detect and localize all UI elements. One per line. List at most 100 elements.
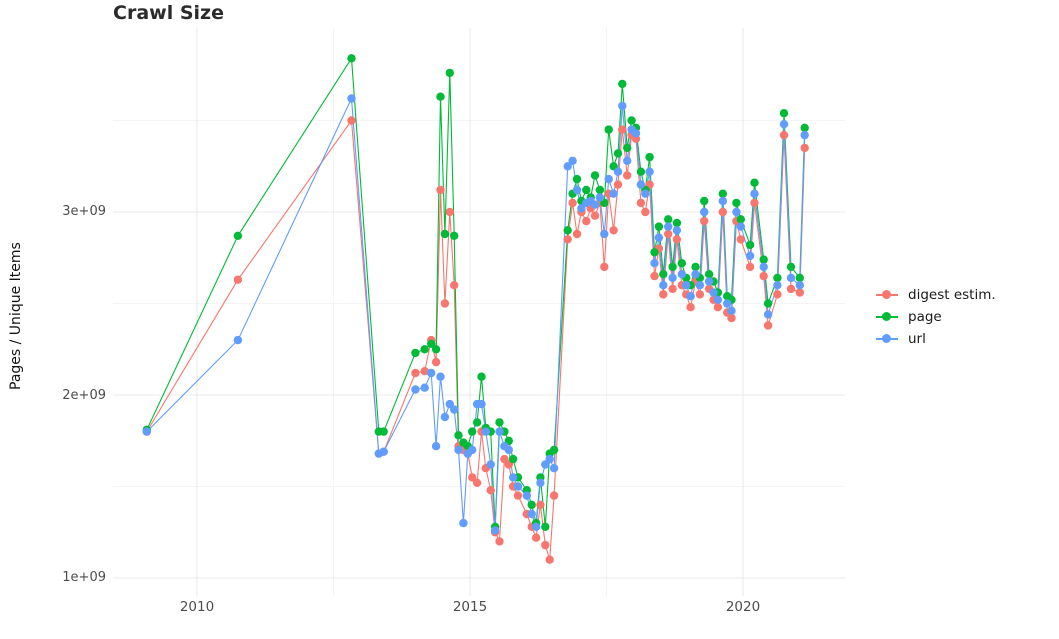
- data-point: [641, 207, 650, 217]
- data-point: [623, 143, 632, 153]
- data-point: [745, 262, 755, 272]
- data-point: [713, 295, 723, 304]
- data-point: [379, 427, 388, 436]
- data-point: [773, 273, 782, 283]
- data-point: [759, 255, 768, 264]
- data-point: [427, 368, 436, 378]
- legend-label-digest: digest estim.: [908, 286, 996, 303]
- data-point: [659, 281, 668, 290]
- data-point: [618, 79, 627, 89]
- y-axis-label: Pages / Unique Items: [8, 242, 24, 390]
- data-point: [650, 271, 659, 281]
- data-point: [668, 262, 677, 272]
- data-point: [436, 372, 445, 381]
- data-point: [636, 198, 646, 208]
- legend-marker-url-icon: [876, 334, 898, 343]
- data-point: [568, 156, 577, 165]
- data-point: [736, 215, 745, 224]
- data-point: [645, 167, 654, 176]
- data-point: [727, 306, 736, 315]
- data-point: [700, 216, 709, 226]
- data-point: [549, 464, 559, 473]
- data-point: [700, 196, 709, 206]
- data-point: [609, 226, 618, 235]
- data-point: [445, 68, 454, 78]
- data-point: [604, 174, 613, 184]
- data-point: [732, 207, 741, 217]
- data-point: [233, 231, 243, 240]
- data-point: [527, 509, 536, 519]
- legend-item-url: url: [876, 331, 996, 347]
- data-point: [549, 445, 559, 455]
- data-point: [454, 431, 463, 440]
- data-point: [795, 281, 804, 290]
- data-point: [595, 193, 605, 202]
- data-point: [513, 491, 523, 500]
- data-point: [672, 235, 682, 244]
- data-point: [704, 270, 714, 279]
- series-line-url: [146, 96, 806, 531]
- data-point: [779, 109, 789, 118]
- data-point: [773, 290, 782, 299]
- data-point: [672, 218, 682, 228]
- legend-marker-digest-icon: [876, 290, 898, 299]
- data-point: [436, 92, 445, 101]
- data-point: [795, 288, 804, 297]
- data-point: [468, 445, 477, 455]
- data-point: [618, 101, 627, 111]
- data-point: [627, 116, 636, 125]
- data-point: [411, 348, 420, 358]
- data-point: [650, 259, 659, 268]
- data-point: [549, 491, 559, 500]
- data-point: [677, 259, 686, 268]
- data-point: [568, 198, 577, 208]
- data-point: [495, 418, 504, 427]
- data-point: [677, 270, 686, 279]
- data-point: [786, 284, 796, 294]
- legend-item-digest: digest estim.: [876, 286, 996, 303]
- data-point: [664, 229, 673, 239]
- data-point: [427, 339, 436, 348]
- series-line-digest-estim-: [146, 118, 806, 560]
- data-point: [800, 143, 809, 153]
- data-point: [727, 313, 736, 323]
- x-tick-2010: 2010: [179, 599, 215, 615]
- data-point: [563, 226, 572, 235]
- data-point: [613, 167, 623, 176]
- data-point: [654, 222, 664, 231]
- data-point: [572, 185, 582, 195]
- data-point: [732, 198, 741, 208]
- data-point: [450, 405, 459, 414]
- data-point: [233, 275, 243, 284]
- data-point: [686, 303, 695, 312]
- legend: digest estim. page url: [876, 286, 996, 347]
- data-point: [718, 196, 727, 206]
- data-point: [750, 189, 759, 198]
- data-point: [445, 207, 454, 217]
- y-tick-3e09: 3e+09: [62, 204, 106, 219]
- y-tick-1e09: 1e+09: [62, 570, 106, 585]
- data-point: [481, 427, 490, 436]
- data-point: [659, 290, 668, 299]
- data-point: [600, 262, 609, 272]
- data-point: [750, 178, 759, 187]
- data-point: [736, 222, 745, 231]
- data-point: [750, 198, 759, 208]
- data-point: [779, 120, 789, 129]
- legend-marker-page-icon: [876, 312, 898, 321]
- data-point: [736, 235, 745, 244]
- data-point: [508, 454, 518, 464]
- data-point: [577, 204, 586, 213]
- data-point: [786, 262, 796, 272]
- data-point: [691, 270, 700, 279]
- data-point: [682, 281, 691, 290]
- data-point: [763, 299, 773, 308]
- chart-title: Crawl Size: [113, 2, 224, 24]
- data-point: [645, 152, 654, 162]
- data-point: [664, 215, 673, 224]
- data-point: [700, 207, 709, 217]
- legend-item-page: page: [876, 309, 996, 325]
- data-point: [563, 162, 572, 171]
- data-point: [420, 383, 429, 392]
